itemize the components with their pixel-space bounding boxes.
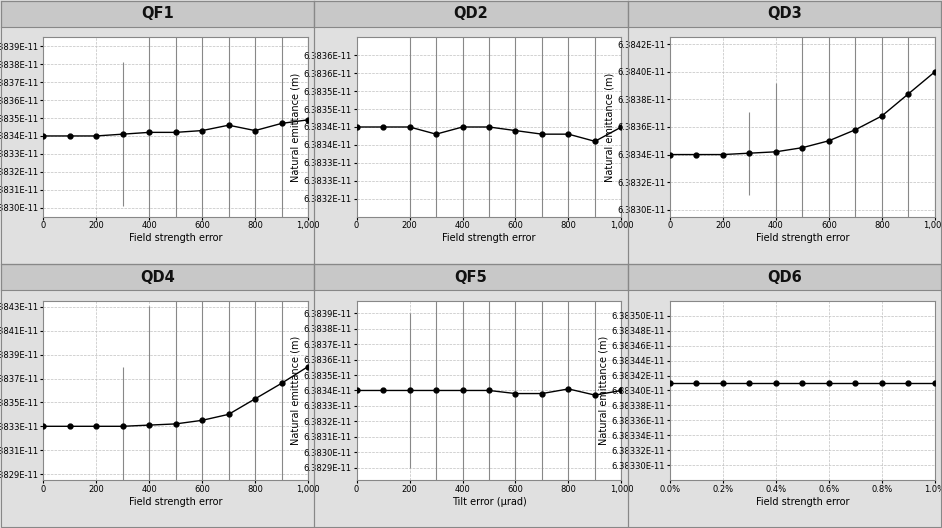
Y-axis label: Natural emittance (m): Natural emittance (m): [599, 336, 609, 445]
X-axis label: Field strength error: Field strength error: [442, 233, 536, 243]
Y-axis label: Natural emittance (m): Natural emittance (m): [291, 336, 300, 445]
X-axis label: Field strength error: Field strength error: [755, 233, 849, 243]
Text: QF1: QF1: [141, 6, 174, 21]
Text: QF5: QF5: [455, 270, 487, 285]
X-axis label: Tilt error (μrad): Tilt error (μrad): [451, 497, 527, 507]
Y-axis label: Natural emittance (m): Natural emittance (m): [604, 72, 614, 182]
Text: QD4: QD4: [140, 270, 175, 285]
Text: QD2: QD2: [454, 6, 488, 21]
X-axis label: Field strength error: Field strength error: [129, 497, 222, 507]
Y-axis label: Natural emittance (m): Natural emittance (m): [291, 72, 300, 182]
X-axis label: Field strength error: Field strength error: [755, 497, 849, 507]
X-axis label: Field strength error: Field strength error: [129, 233, 222, 243]
Text: QD6: QD6: [767, 270, 802, 285]
Text: QD3: QD3: [767, 6, 802, 21]
